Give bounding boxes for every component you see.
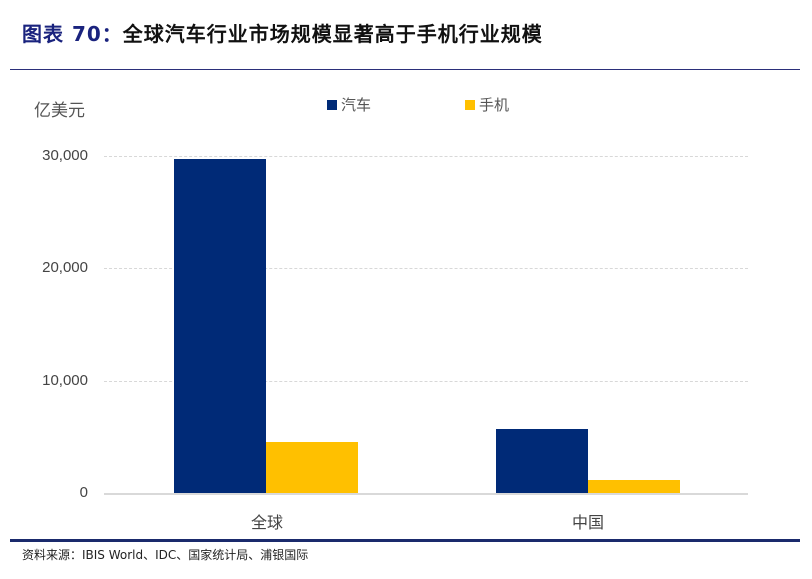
legend-swatch-phone: [465, 99, 475, 110]
gridline-20000: [104, 268, 748, 269]
x-label-global: 全球: [250, 513, 283, 532]
legend-swatch-car: [327, 99, 337, 110]
legend-item-phone: 手机: [465, 94, 509, 115]
legend-label-car: 汽车: [341, 96, 372, 114]
chart-title-text: 全球汽车行业市场规模显著高于手机行业规模: [122, 22, 543, 46]
gridline-10000: [104, 381, 748, 382]
y-tick-20000: 20,000: [42, 259, 88, 276]
gridline-30000: [104, 156, 748, 157]
x-axis-baseline: [104, 493, 748, 495]
source-note: 资料来源：IBIS World、IDC、国家统计局、浦银国际: [22, 548, 309, 562]
chart-number: 图表 70：: [22, 22, 123, 46]
legend-label-phone: 手机: [479, 96, 510, 114]
top-divider: [10, 69, 800, 70]
y-axis-unit: 亿美元: [34, 101, 85, 121]
y-tick-0: 0: [79, 484, 88, 501]
x-label-china: 中国: [571, 513, 604, 532]
bar-car-china: [496, 428, 588, 493]
bottom-divider: [10, 539, 800, 542]
y-tick-10000: 10,000: [42, 372, 88, 389]
legend-item-car: 汽车: [327, 94, 371, 115]
chart-title: 图表 70：全球汽车行业市场规模显著高于手机行业规模: [22, 18, 543, 47]
bar-phone-china: [588, 480, 680, 493]
y-tick-30000: 30,000: [42, 147, 88, 164]
bar-car-global: [174, 159, 266, 493]
bar-phone-global: [266, 441, 358, 493]
